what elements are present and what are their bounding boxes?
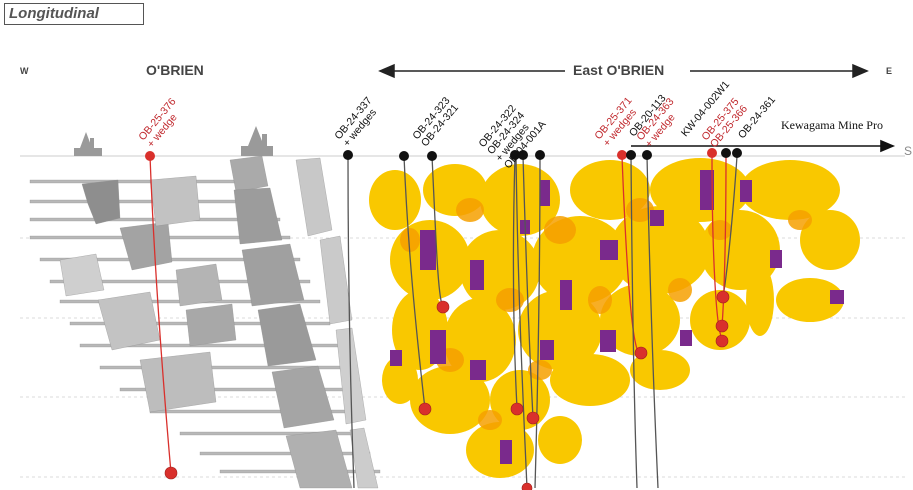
kewagama-mine-property-label: Kewagama Mine Pro bbox=[781, 118, 883, 132]
pierce-point-markers bbox=[164, 290, 730, 490]
drill-hole-traces bbox=[149, 155, 738, 489]
mineralized-zones bbox=[369, 158, 860, 478]
section-edge-mark: S bbox=[904, 144, 913, 158]
longitudinal-badge: Longitudinal bbox=[4, 3, 144, 25]
east-obrien-extent-arrow bbox=[378, 63, 869, 79]
historic-workings bbox=[29, 155, 381, 489]
west-direction-label: W bbox=[20, 66, 29, 76]
headframe-icon-east bbox=[241, 126, 273, 156]
kewagama-direction-arrow bbox=[631, 139, 896, 153]
collar-markers bbox=[145, 148, 742, 161]
east-obrien-zone-label: East O'BRIEN bbox=[573, 62, 665, 78]
east-direction-label: E bbox=[886, 66, 893, 76]
level-lines bbox=[20, 155, 905, 478]
obrien-zone-label: O'BRIEN bbox=[146, 62, 204, 78]
headframe-icon-west bbox=[74, 132, 102, 156]
